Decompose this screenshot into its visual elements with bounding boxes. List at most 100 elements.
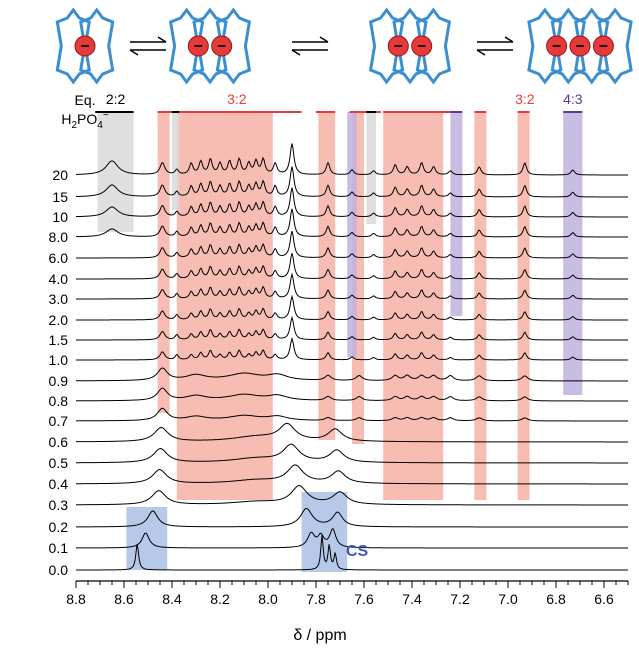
cage-ligand [215, 7, 252, 85]
cage-ligand [392, 7, 428, 85]
x-tick-label: 7.0 [498, 591, 518, 607]
x-tick-label: 8.8 [66, 591, 86, 607]
cage-ligand [574, 7, 610, 85]
nmr-trace [76, 294, 628, 321]
equivalent-label: 15 [52, 189, 68, 205]
nmr-trace [75, 367, 628, 382]
cage-ligand [597, 7, 633, 85]
band-blue [126, 507, 168, 570]
x-tick-label: 6.8 [546, 591, 566, 607]
equivalent-label: 1.0 [49, 352, 69, 368]
x-tick-label: 8.4 [162, 591, 182, 607]
nmr-trace [76, 508, 628, 528]
nmr-trace [75, 143, 628, 176]
cage-ligand [415, 7, 452, 85]
arrow-head [129, 49, 139, 56]
arrow-head [476, 49, 486, 56]
x-tick-label: 8.6 [114, 591, 134, 607]
band-purple [450, 112, 463, 316]
cage-3-2 [168, 7, 252, 85]
x-axis-label: δ / ppm [293, 627, 346, 644]
equivalent-label: 6.0 [49, 250, 69, 266]
binding-equilibrium-scheme [55, 7, 633, 85]
band-red [318, 112, 336, 440]
x-tick-label: 8.2 [210, 591, 230, 607]
arrow-head [504, 36, 514, 43]
equilibrium-arrow [291, 36, 329, 56]
band-grey [366, 112, 376, 224]
arrow-head [157, 36, 167, 43]
equivalent-label: 4.0 [49, 271, 69, 287]
nmr-trace [76, 422, 628, 443]
equivalent-label: 0.0 [49, 562, 69, 578]
species-label: 4:3 [563, 91, 583, 107]
x-tick-label: 7.2 [450, 591, 470, 607]
nmr-trace [75, 443, 628, 464]
equivalent-label: 0.3 [49, 497, 69, 513]
equivalent-label: 0.6 [49, 434, 69, 450]
band-grey [97, 112, 134, 232]
equivalent-label: 0.1 [49, 540, 69, 556]
cage-ligand [55, 7, 91, 85]
equivalent-label: 0.8 [49, 393, 69, 409]
species-shading [97, 112, 583, 572]
species-bars: 2:2 3:2 3:2 4:3 [95, 91, 583, 113]
band-purple [347, 112, 357, 357]
nmr-trace [76, 527, 628, 549]
nmr-trace [75, 187, 628, 218]
nmr-trace [76, 230, 628, 259]
x-axis: 8.8 8.6 8.4 8.2 8.0 7.8 7.6 7.4 7.2 7.0 6.8 6.6 [66, 580, 629, 607]
equivalent-label: 0.2 [49, 519, 69, 535]
cage-4-3 [527, 7, 633, 85]
nmr-trace [75, 208, 628, 238]
x-tick-label: 7.4 [402, 591, 422, 607]
cage-ligand [192, 7, 228, 85]
equivalent-label: 0.4 [49, 476, 69, 492]
equilibrium-arrow [129, 36, 167, 56]
cage-ligand [550, 7, 586, 85]
cage-ligand [168, 7, 205, 85]
nmr-trace [76, 534, 628, 571]
analyte-label: H2PO4− [61, 110, 108, 131]
equivalent-label: 0.7 [49, 413, 69, 429]
eq-header: Eq. [74, 92, 95, 108]
equivalent-label: 0.9 [49, 373, 69, 389]
cage-ligand [368, 7, 405, 85]
nmr-traces [75, 143, 628, 571]
x-tick-label: 7.6 [354, 591, 374, 607]
nmr-trace [76, 407, 628, 422]
arrow-head [319, 36, 329, 43]
x-tick-label: 6.6 [594, 591, 614, 607]
species-label: 2:2 [106, 91, 126, 107]
arrow-head [291, 49, 301, 56]
band-red [383, 112, 444, 500]
equivalent-labels: 0.0 0.1 0.2 0.3 0.4 0.5 0.6 0.7 0.8 0.9 1.0 1.5 2.0 3… [49, 167, 69, 578]
species-label: 3:2 [227, 91, 247, 107]
band-red [474, 112, 487, 500]
nmr-trace [75, 387, 628, 402]
cage-ligand [527, 7, 563, 85]
equivalent-label: 8.0 [49, 229, 69, 245]
nmr-trace [76, 337, 628, 361]
equilibrium-arrow [476, 36, 514, 56]
equivalent-label: 10 [52, 209, 68, 225]
nmr-trace [76, 315, 628, 341]
cage-ligand [79, 7, 115, 85]
nmr-trace [75, 485, 628, 506]
cs-label: CS [346, 543, 369, 560]
equivalent-label: 0.5 [49, 455, 69, 471]
nmr-trace [76, 272, 628, 300]
equivalent-label: 1.5 [49, 332, 69, 348]
cage-2-2 [55, 7, 115, 85]
nmr-trace [75, 166, 628, 198]
equivalent-label: 2.0 [49, 312, 69, 328]
nmr-trace [76, 253, 628, 280]
x-tick-label: 8.0 [258, 591, 278, 607]
band-grey [172, 112, 180, 210]
cage-3-2 [368, 7, 452, 85]
x-tick-label: 7.8 [306, 591, 326, 607]
equivalent-label: 3.0 [49, 291, 69, 307]
species-label: 3:2 [515, 91, 535, 107]
equivalent-label: 20 [52, 167, 68, 183]
